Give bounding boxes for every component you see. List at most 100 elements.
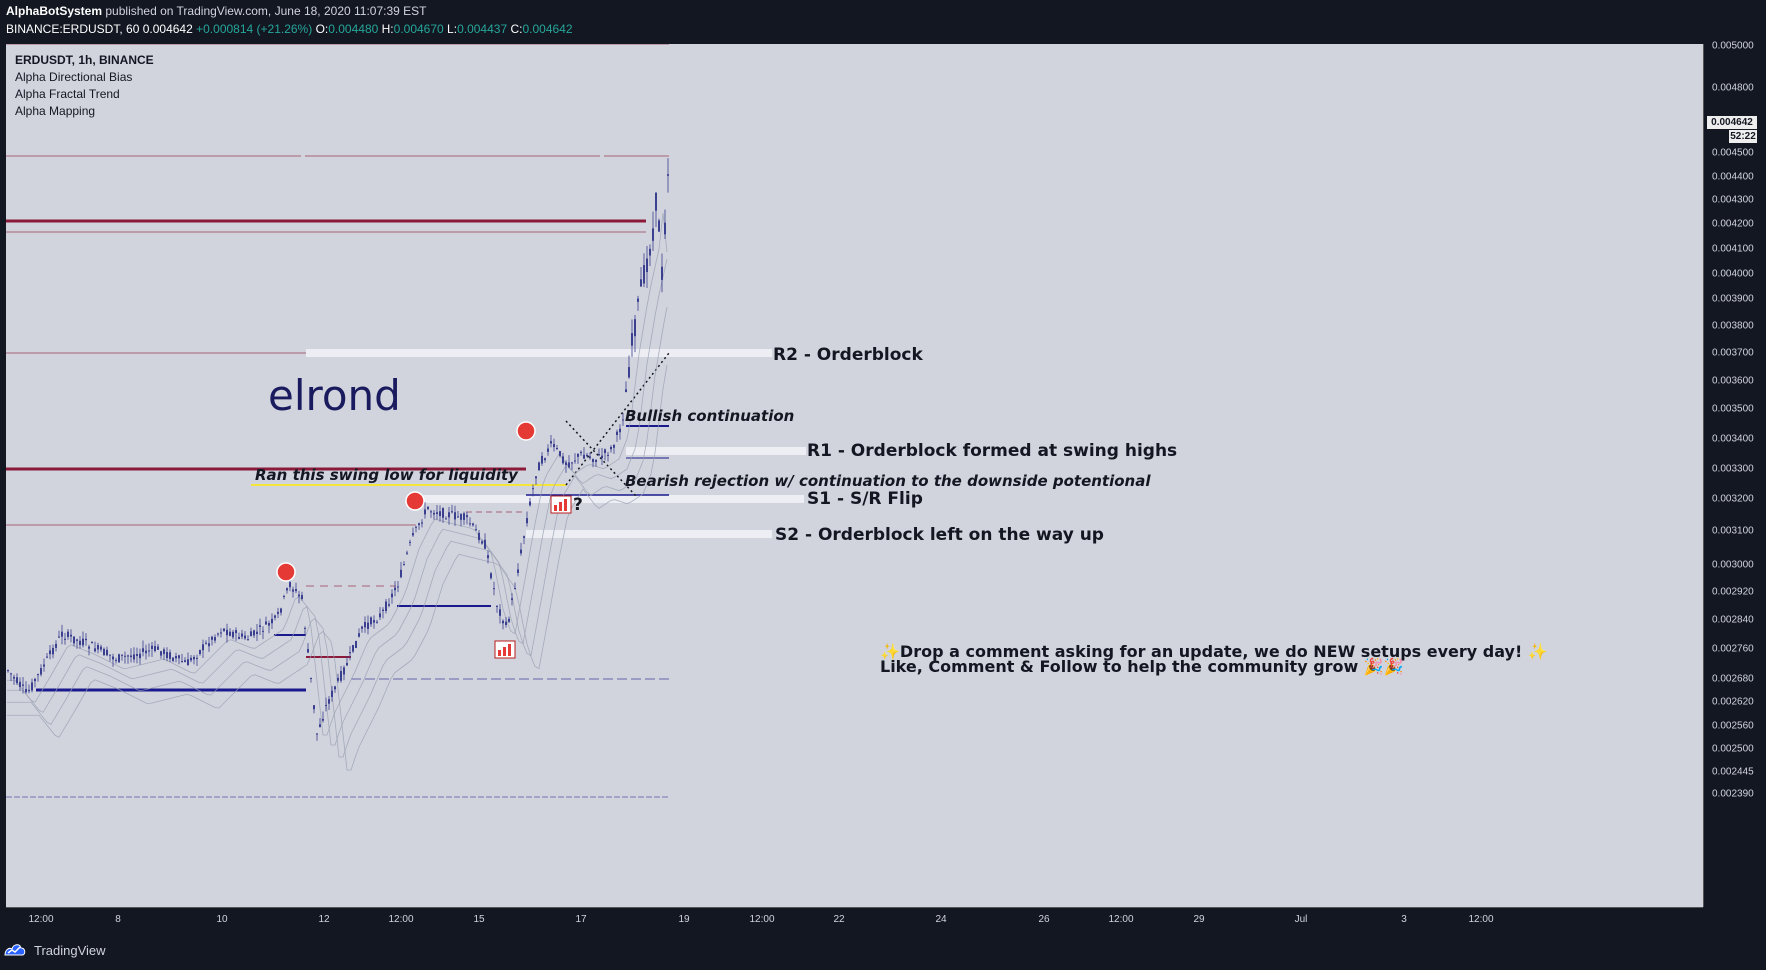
candle-body [625,389,627,393]
candle-body [460,514,462,520]
time-tick: 26 [1038,914,1050,925]
s1-label: S1 - S/R Flip [807,489,923,509]
candle-body [631,333,633,346]
candle-body [88,646,90,649]
brand-name[interactable]: TradingView [34,943,106,958]
candle-body [172,657,174,661]
candle-body [193,656,195,660]
candle-body [514,588,516,590]
candle-body [226,629,228,636]
candle-body [175,656,177,659]
author-name[interactable]: AlphaBotSystem [6,4,103,18]
candle-body [16,677,18,684]
candle-body [409,541,411,543]
candle-body [535,476,537,479]
candle-body [94,648,96,652]
time-tick: 12:00 [1108,914,1134,925]
candle-body [445,518,447,520]
candle-body [10,673,12,675]
candle-body [349,652,351,654]
candle-body [586,454,588,457]
candle-body [7,670,9,672]
candle-body [580,451,582,454]
candle-body [661,266,663,280]
buy-signal-2[interactable] [550,495,572,514]
candle-body [520,549,522,554]
candle-body [220,632,222,634]
candle-body [214,637,216,641]
candle-body [154,646,156,652]
chart-pane[interactable]: ERDUSDT, 1h, BINANCE Alpha Directional B… [6,44,1703,907]
tradingview-logo-icon[interactable] [4,941,26,957]
legend-title: ERDUSDT, 1h, BINANCE [15,53,154,67]
candle-body [418,523,420,526]
candle-body [382,609,384,612]
candle-body [211,636,213,640]
price-tick: 0.003900 [1712,293,1754,305]
candle-body [508,618,510,622]
candle-body [412,533,414,536]
price-tick: 0.002500 [1712,743,1754,755]
candle-body [73,636,75,644]
price-axis[interactable]: 0.005000 0.004800 0.004500 0.004400 0.004300… [1703,41,1766,907]
candle-body [256,631,258,635]
indicator-band-line [7,306,668,758]
candle-body [157,646,159,650]
candle-body [262,630,264,632]
candle-body [259,625,261,628]
legend-indicator-mapping[interactable]: Alpha Mapping [15,104,96,118]
candle-body [448,512,450,518]
sell-signal-3[interactable] [516,421,536,441]
close-value: 0.004642 [522,22,573,36]
candle-body [391,593,393,598]
time-tick: Jul [1294,914,1308,925]
footer: TradingView [0,931,1766,970]
candle-body [70,634,72,637]
candle-body [481,541,483,544]
symbol-ohlc-line: BINANCE:ERDUSDT, 60 0.004642 +0.000814 (… [6,22,573,37]
candle-body [196,657,198,659]
candle-body [190,657,192,661]
legend-indicator-directional-bias[interactable]: Alpha Directional Bias [15,70,133,84]
sell-signal-2[interactable] [405,491,425,511]
candle-body [340,671,342,681]
candle-body [496,605,498,607]
candle-body [118,654,120,663]
candle-body [274,615,276,618]
candle-body [484,539,486,549]
price-tick: 0.004400 [1712,171,1754,183]
candle-body [241,633,243,637]
sell-signal-1[interactable] [276,562,296,582]
candle-body [628,367,630,378]
candle-body [526,518,528,524]
candle-body [442,508,444,518]
candle-body [472,523,474,526]
candle-body [565,462,567,465]
candle-body [238,636,240,639]
chart-legend: ERDUSDT, 1h, BINANCE Alpha Directional B… [15,52,154,120]
legend-indicator-fractal-trend[interactable]: Alpha Fractal Trend [15,87,120,101]
time-tick: 22 [833,914,845,925]
candle-body [619,428,621,433]
open-value: 0.004480 [328,22,379,36]
candle-body [133,654,135,660]
bearish-trendline [565,420,637,497]
candle-body [82,638,84,646]
price-tick: 0.003300 [1712,463,1754,475]
candle-body [556,448,558,450]
candle-body [253,630,255,636]
buy-signal-1[interactable] [494,640,516,659]
bar-countdown-badge: 52:22 [1729,130,1757,143]
candle-body [643,265,645,284]
chart-canvas[interactable] [6,44,1703,907]
candle-body [31,682,33,691]
candle-body [40,668,42,675]
candle-body [640,279,642,287]
candle-body [538,462,540,471]
candle-body [466,515,468,518]
candle-body [385,601,387,611]
time-axis[interactable]: 12:00 8 10 12 12:00 15 17 19 12:00 22 24 26 12:00 29 J… [6,907,1703,932]
price-tick: 0.002840 [1712,614,1754,626]
candle-body [304,627,306,629]
symbol-interval: BINANCE:ERDUSDT, 60 [6,22,140,36]
